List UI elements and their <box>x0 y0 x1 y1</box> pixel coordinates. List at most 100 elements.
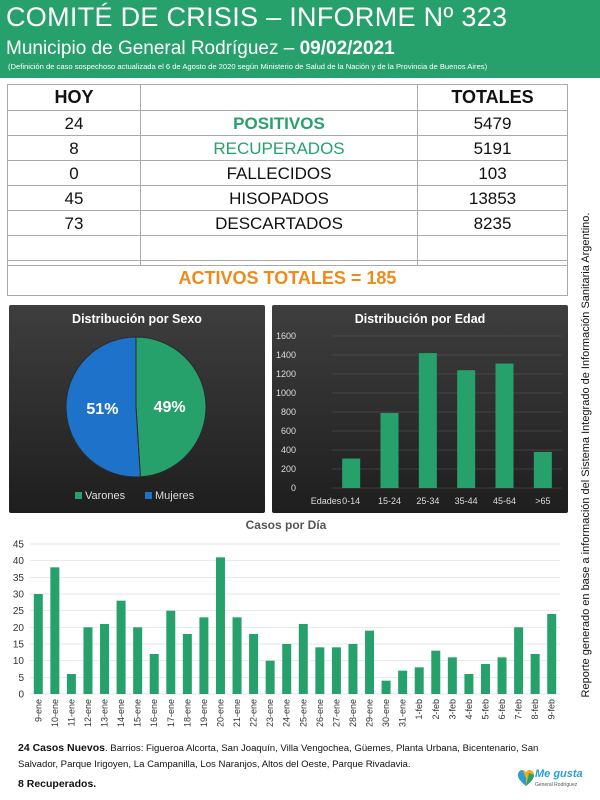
daily-bar <box>83 627 93 694</box>
column-divider <box>140 85 141 265</box>
column-divider <box>417 85 418 265</box>
x-tick-label: 5-feb <box>480 699 490 720</box>
y-tick-label: 10 <box>13 656 25 667</box>
x-tick-label: 9-ene <box>33 699 43 722</box>
header-hoy: HOY <box>54 87 94 107</box>
row-divider <box>8 135 567 136</box>
daily-bar <box>182 634 192 694</box>
pie-slice-label: 49% <box>154 399 186 416</box>
y-tick-label: 35 <box>13 573 25 584</box>
y-tick-label: 30 <box>13 590 25 601</box>
row-divider <box>8 185 567 186</box>
daily-bar <box>315 647 325 694</box>
barrios-list: . Barrios: Figueroa Alcorta, San Joaquín… <box>18 743 539 770</box>
daily-bar <box>348 644 358 694</box>
pie-slice-varones <box>135 336 207 478</box>
age-bar <box>418 353 437 488</box>
x-tick-label: 4-feb <box>464 699 474 720</box>
daily-bar <box>265 660 275 694</box>
x-tick-label: 12-ene <box>83 699 93 727</box>
y-tick-label: 800 <box>281 407 296 417</box>
daily-bar <box>431 650 441 694</box>
daily-bar <box>100 624 110 694</box>
daily-bar <box>33 594 43 694</box>
pie-svg: 49% 51% Varones Mujeres <box>65 336 207 502</box>
x-tick-label: 35-44 <box>455 496 478 506</box>
x-tick-label: >65 <box>535 496 550 506</box>
report-subtitle: Municipio de General Rodríguez – 09/02/2… <box>6 38 395 60</box>
row-divider <box>8 235 567 236</box>
x-tick-label: 22-ene <box>249 699 259 727</box>
daily-bar <box>249 634 259 694</box>
legend-label: Mujeres <box>155 490 195 502</box>
daily-bar <box>365 630 375 694</box>
stat-total-value: 8235 <box>473 214 512 233</box>
daily-bar <box>199 617 209 694</box>
x-tick-label: 15-24 <box>378 496 401 506</box>
row-divider <box>8 210 567 211</box>
y-tick-label: 1400 <box>276 350 296 360</box>
daily-bar <box>298 624 308 694</box>
x-axis-label: Edades <box>311 496 342 506</box>
daily-bar <box>530 654 540 694</box>
stat-total-value: 13853 <box>468 189 517 208</box>
y-tick-label: 200 <box>281 464 296 474</box>
y-tick-label: 40 <box>13 556 25 567</box>
recuperados-note: 8 Recuperados. <box>18 778 97 790</box>
stat-hoy-value: 24 <box>64 114 84 133</box>
x-tick-label: 2-feb <box>431 699 441 720</box>
stat-label: POSITIVOS <box>233 114 325 133</box>
y-tick-label: 20 <box>13 623 25 634</box>
case-definition-note: (Definición de caso sospechoso actualiza… <box>8 62 488 71</box>
daily-bar <box>282 644 292 694</box>
y-tick-label: 1200 <box>276 369 296 379</box>
row-divider <box>8 110 567 111</box>
age-bar <box>533 451 552 488</box>
age-bar <box>342 458 361 488</box>
stat-hoy-value: 45 <box>64 189 84 208</box>
source-note: Reporte generado en base a información d… <box>580 212 592 698</box>
daily-bar <box>66 674 76 694</box>
stat-label: RECUPERADOS <box>213 139 345 158</box>
x-tick-label: 13-ene <box>100 699 110 727</box>
stat-hoy-value: 73 <box>64 214 84 233</box>
daily-chart-title: Casos por Día <box>245 518 327 532</box>
chart-title: Distribución por Sexo <box>72 312 202 326</box>
daily-bar <box>116 600 126 694</box>
y-tick-label: 25 <box>13 606 25 617</box>
header-totales: TOTALES <box>451 87 534 107</box>
y-tick-label: 400 <box>281 445 296 455</box>
report-header: COMITÉ DE CRISIS – INFORME Nº 323 Munici… <box>0 0 600 78</box>
daily-bar <box>50 567 60 694</box>
new-cases-note: 24 Casos Nuevos. Barrios: Figueroa Alcor… <box>18 740 563 773</box>
daily-bar <box>149 654 159 694</box>
daily-bar <box>547 614 557 694</box>
stats-table: HOY TOTALES 24 POSITIVOS 5479 8 RECUPERADOS 5… <box>7 84 568 296</box>
age-distribution-chart: Distribución por Edad 0 200 400 600 800 1000 1… <box>272 305 568 513</box>
y-tick-label: 0 <box>18 690 24 701</box>
stat-label: HISOPADOS <box>229 189 329 208</box>
y-tick-label: 15 <box>13 640 25 651</box>
legend-swatch <box>75 492 82 499</box>
daily-bar <box>331 647 341 694</box>
row-divider <box>8 260 567 261</box>
chart-title: Distribución por Edad <box>354 312 486 326</box>
daily-bar <box>447 657 457 694</box>
x-tick-label: 9-feb <box>547 699 557 720</box>
row-divider <box>8 265 567 266</box>
daily-bar <box>215 557 225 694</box>
x-tick-label: 30-ene <box>381 699 391 727</box>
daily-bar <box>398 670 408 694</box>
x-tick-label: 17-ene <box>166 699 176 727</box>
daily-bar <box>166 610 176 694</box>
x-tick-label: 29-ene <box>365 699 375 727</box>
daily-bar <box>232 617 242 694</box>
x-tick-label: 23-ene <box>265 699 275 727</box>
daily-bar <box>414 667 424 694</box>
x-tick-label: 27-ene <box>331 699 341 727</box>
row-divider <box>8 160 567 161</box>
x-tick-label: 31-ene <box>398 699 408 727</box>
x-tick-label: 15-ene <box>133 699 143 727</box>
y-tick-label: 5 <box>18 673 24 684</box>
x-tick-label: 14-ene <box>116 699 126 727</box>
